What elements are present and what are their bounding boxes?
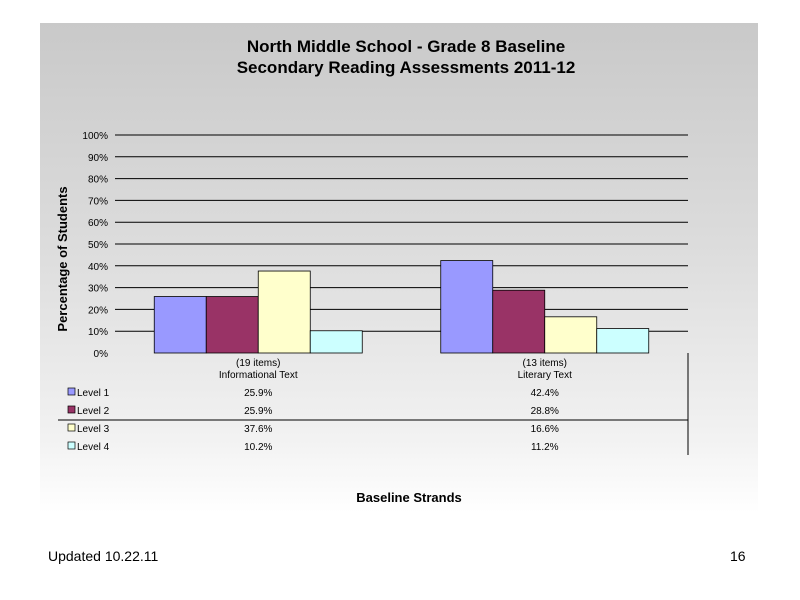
bar bbox=[153, 296, 207, 354]
y-tick-label: 20% bbox=[88, 305, 108, 316]
y-tick-label: 0% bbox=[94, 349, 109, 360]
data-cell: 37.6% bbox=[244, 424, 272, 435]
category-label: Informational Text bbox=[219, 370, 298, 381]
y-tick-label: 30% bbox=[88, 284, 108, 295]
data-cell: 28.8% bbox=[531, 406, 559, 417]
bar bbox=[596, 328, 650, 354]
category-label: Literary Text bbox=[518, 370, 573, 381]
legend-key bbox=[67, 423, 76, 432]
legend-key bbox=[67, 441, 76, 450]
y-axis-title: Percentage of Students bbox=[55, 186, 70, 331]
legend-label: Level 1 bbox=[77, 388, 110, 399]
chart-panel bbox=[40, 23, 758, 513]
legend-label: Level 2 bbox=[77, 406, 110, 417]
y-tick-label: 100% bbox=[82, 131, 108, 142]
data-table: (19 items)Informational Text (13 items)Li… bbox=[58, 353, 689, 455]
chart-title: North Middle School - Grade 8 Baseline bbox=[247, 37, 565, 56]
y-tick-label: 40% bbox=[88, 262, 108, 273]
y-tick-label: 80% bbox=[88, 175, 108, 186]
bar bbox=[544, 316, 598, 354]
legend-label: Level 4 bbox=[77, 442, 110, 453]
y-tick-label: 10% bbox=[88, 327, 108, 338]
bar bbox=[440, 260, 494, 354]
legend-label: Level 3 bbox=[77, 424, 110, 435]
page-number: 16 bbox=[730, 548, 746, 564]
chart-subtitle: Secondary Reading Assessments 2011-12 bbox=[237, 58, 576, 77]
bar bbox=[257, 270, 311, 354]
data-cell: 25.9% bbox=[244, 406, 272, 417]
data-cell: 42.4% bbox=[531, 388, 559, 399]
bar bbox=[492, 289, 546, 354]
legend-key bbox=[67, 387, 76, 396]
x-axis-title: Baseline Strands bbox=[356, 490, 462, 505]
y-tick-label: 50% bbox=[88, 240, 108, 251]
grid-layer: 0% 10% 20% 30% 40% 50% 60% 70% 80% 90% 100% bbox=[82, 131, 688, 360]
bar bbox=[205, 296, 259, 354]
legend-key bbox=[67, 405, 76, 414]
y-tick-label: 90% bbox=[88, 153, 108, 164]
data-cell: 10.2% bbox=[244, 442, 272, 453]
updated-date: Updated 10.22.11 bbox=[48, 548, 159, 564]
y-tick-label: 70% bbox=[88, 196, 108, 207]
data-cell: 25.9% bbox=[244, 388, 272, 399]
bars-layer bbox=[153, 260, 650, 354]
category-count: (13 items) bbox=[523, 358, 567, 369]
category-count: (19 items) bbox=[236, 358, 280, 369]
data-cell: 16.6% bbox=[531, 424, 559, 435]
bar bbox=[309, 330, 363, 354]
y-tick-label: 60% bbox=[88, 218, 108, 229]
data-cell: 11.2% bbox=[531, 442, 559, 453]
